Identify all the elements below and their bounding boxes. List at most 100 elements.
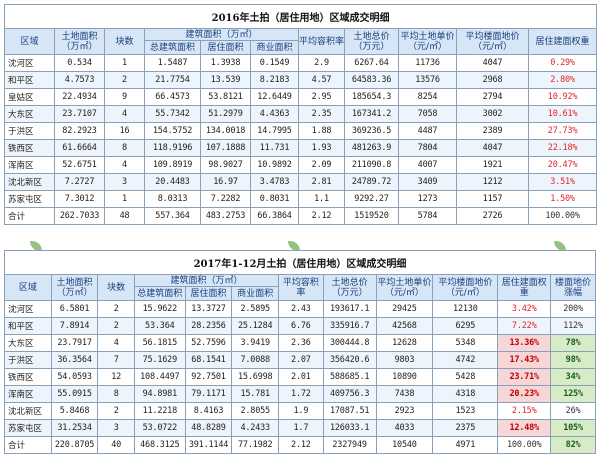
cell-land-area: 7.8914 bbox=[50, 317, 99, 335]
cell-land-area: 23.7917 bbox=[50, 334, 99, 352]
header-total-build: 总建筑面积 bbox=[133, 286, 186, 301]
table-2016-title: 2016年土拍（居住用地）区域成交明细 bbox=[3, 4, 598, 29]
cell-surge: 78% bbox=[550, 334, 596, 352]
cell-res-weight: 100.00% bbox=[527, 207, 598, 225]
cell-blocks: 7 bbox=[97, 351, 135, 369]
cell-surge: 125% bbox=[550, 385, 596, 403]
cell-avg-floor-price: 3002 bbox=[456, 105, 529, 123]
cell-total-price: 6267.64 bbox=[344, 54, 399, 72]
cell-land-area: 4.7573 bbox=[54, 71, 105, 89]
cell-surge: 26% bbox=[550, 402, 596, 420]
cell-res-area: 483.2753 bbox=[200, 207, 251, 225]
cell-avg-far: 2.01 bbox=[278, 368, 324, 386]
cell-avg-land-price: 10540 bbox=[375, 436, 434, 454]
cell-total-build: 15.9622 bbox=[133, 300, 186, 318]
cell-com-area: 4.2433 bbox=[231, 419, 280, 437]
cell-res-area: 51.2979 bbox=[200, 105, 251, 123]
cell-avg-land-price: 11736 bbox=[398, 54, 457, 72]
cell-com-area: 3.4783 bbox=[250, 173, 299, 191]
cell-avg-land-price: 4033 bbox=[375, 419, 434, 437]
cell-district: 合计 bbox=[4, 207, 55, 225]
cell-avg-floor-price: 4047 bbox=[456, 139, 529, 157]
cell-avg-far: 2.09 bbox=[298, 156, 345, 174]
cell-avg-land-price: 42568 bbox=[375, 317, 434, 335]
cell-res-weight: 27.73% bbox=[527, 122, 598, 140]
cell-avg-far: 1.88 bbox=[298, 122, 345, 140]
cell-blocks: 2 bbox=[97, 317, 135, 335]
cell-avg-far: 2.36 bbox=[278, 334, 324, 352]
table-row: 和平区 7.8914 2 53.364 28.2356 25.1284 6.76 335916… bbox=[4, 317, 596, 335]
header-district: 区域 bbox=[4, 28, 55, 55]
cell-res-weight: 1.50% bbox=[527, 190, 598, 208]
header-surge: 楼面地价涨幅 bbox=[550, 274, 596, 301]
cell-res-weight: 100.00% bbox=[497, 436, 552, 454]
cell-district: 浑南区 bbox=[4, 385, 52, 403]
cell-avg-floor-price: 4742 bbox=[432, 351, 499, 369]
cell-res-area: 107.1888 bbox=[200, 139, 251, 157]
cell-com-area: 10.9892 bbox=[250, 156, 299, 174]
cell-total-build: 1.5487 bbox=[144, 54, 201, 72]
header-res-area: 居住面积 bbox=[184, 286, 233, 301]
cell-total-build: 108.4497 bbox=[133, 368, 186, 386]
cell-avg-floor-price: 2794 bbox=[456, 88, 529, 106]
cell-com-area: 0.8031 bbox=[250, 190, 299, 208]
cell-total-build: 557.364 bbox=[144, 207, 201, 225]
cell-land-area: 7.3012 bbox=[54, 190, 105, 208]
table-row: 于洪区 36.3564 7 75.1629 68.1541 7.0088 2.07 35642… bbox=[4, 351, 596, 369]
table-row: 沈河区 0.534 1 1.5487 1.3938 0.1549 2.9 6267.64 117… bbox=[4, 54, 598, 72]
cell-com-area: 12.6449 bbox=[250, 88, 299, 106]
table-total-row: 合计 220.8705 40 468.3125 391.1144 77.1982 2.12 2… bbox=[4, 436, 596, 454]
cell-res-weight: 20.23% bbox=[497, 385, 552, 403]
cell-avg-land-price: 7058 bbox=[398, 105, 457, 123]
table-row: 苏家屯区 31.2534 3 53.0722 48.8289 4.2433 1.7 12603… bbox=[4, 419, 596, 437]
cell-surge: 34% bbox=[550, 368, 596, 386]
cell-blocks: 1 bbox=[104, 54, 145, 72]
header-avg-land-price: 平均土地单价（元/㎡） bbox=[398, 28, 457, 55]
cell-res-area: 13.3727 bbox=[184, 300, 233, 318]
cell-com-area: 3.9419 bbox=[231, 334, 280, 352]
cell-avg-far: 1.7 bbox=[278, 419, 324, 437]
cell-total-price: 24789.72 bbox=[344, 173, 399, 191]
cell-district: 和平区 bbox=[4, 317, 52, 335]
cell-avg-far: 2.43 bbox=[278, 300, 324, 318]
cell-total-price: 335916.7 bbox=[322, 317, 377, 335]
cell-res-weight: 22.18% bbox=[527, 139, 598, 157]
table-row: 沈北新区 5.8468 2 11.2218 8.4163 2.8055 1.9 17087.5… bbox=[4, 402, 596, 420]
header-build-area-group: 建筑面积（万㎡） bbox=[133, 274, 280, 287]
table-2017-title: 2017年1-12月土拍（居住用地）区域成交明细 bbox=[4, 250, 596, 275]
cell-com-area: 66.3864 bbox=[250, 207, 299, 225]
cell-avg-far: 2.95 bbox=[298, 88, 345, 106]
cell-avg-floor-price: 2726 bbox=[456, 207, 529, 225]
cell-avg-land-price: 3409 bbox=[398, 173, 457, 191]
cell-avg-land-price: 1273 bbox=[398, 190, 457, 208]
cell-avg-far: 2.35 bbox=[298, 105, 345, 123]
cell-land-area: 31.2534 bbox=[50, 419, 99, 437]
cell-avg-floor-price: 1212 bbox=[456, 173, 529, 191]
header-land-area: 土地面积（万㎡） bbox=[54, 28, 105, 55]
cell-total-price: 481263.9 bbox=[344, 139, 399, 157]
cell-blocks: 2 bbox=[97, 300, 135, 318]
cell-avg-far: 1.9 bbox=[278, 402, 324, 420]
cell-com-area: 77.1982 bbox=[231, 436, 280, 454]
cell-district: 沈河区 bbox=[4, 300, 52, 318]
cell-avg-land-price: 7438 bbox=[375, 385, 434, 403]
cell-total-build: 66.4573 bbox=[144, 88, 201, 106]
cell-blocks: 4 bbox=[104, 156, 145, 174]
cell-blocks: 16 bbox=[104, 122, 145, 140]
cell-com-area: 2.5895 bbox=[231, 300, 280, 318]
cell-total-build: 20.4483 bbox=[144, 173, 201, 191]
cell-total-price: 17087.51 bbox=[322, 402, 377, 420]
cell-surge: 82% bbox=[550, 436, 596, 454]
cell-total-price: 126033.1 bbox=[322, 419, 377, 437]
cell-res-weight: 2.80% bbox=[527, 71, 598, 89]
cell-avg-floor-price: 6295 bbox=[432, 317, 499, 335]
cell-avg-floor-price: 2375 bbox=[432, 419, 499, 437]
cell-total-build: 21.7754 bbox=[144, 71, 201, 89]
cell-com-area: 11.731 bbox=[250, 139, 299, 157]
cell-res-area: 48.8289 bbox=[184, 419, 233, 437]
cell-total-build: 53.0722 bbox=[133, 419, 186, 437]
cell-res-area: 28.2356 bbox=[184, 317, 233, 335]
cell-district: 皇姑区 bbox=[4, 88, 55, 106]
header-com-area: 商业面积 bbox=[231, 286, 280, 301]
cell-res-weight: 3.42% bbox=[497, 300, 552, 318]
